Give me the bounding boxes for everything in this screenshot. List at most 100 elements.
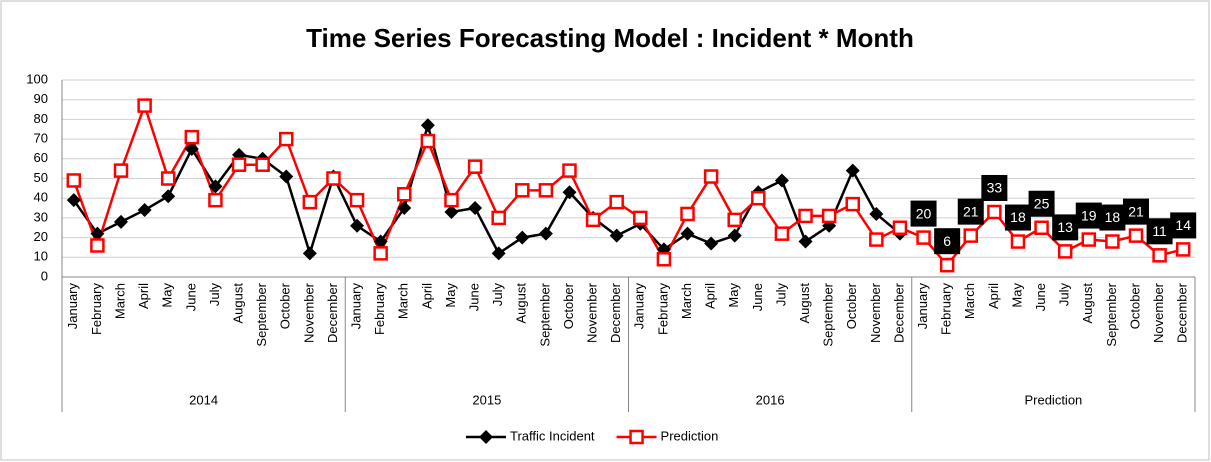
group-label: 2014 bbox=[189, 392, 218, 407]
x-tick-label: January bbox=[915, 283, 930, 330]
x-tick-label: May bbox=[1009, 283, 1024, 308]
point bbox=[1128, 228, 1144, 243]
point bbox=[798, 234, 813, 249]
point bbox=[208, 179, 223, 194]
data-label: 33 bbox=[987, 180, 1003, 196]
x-tick-label: April bbox=[703, 283, 718, 309]
x-tick-label: December bbox=[608, 282, 623, 343]
point bbox=[916, 230, 931, 245]
point bbox=[704, 236, 719, 251]
y-tick-label: 100 bbox=[26, 71, 48, 86]
data-label: 18 bbox=[1010, 209, 1026, 225]
point bbox=[479, 430, 493, 444]
x-tick-label: May bbox=[160, 283, 175, 308]
point bbox=[798, 208, 813, 224]
point bbox=[373, 246, 388, 261]
point bbox=[774, 226, 790, 241]
point bbox=[444, 204, 459, 219]
point bbox=[373, 234, 388, 249]
point bbox=[963, 228, 979, 243]
point bbox=[278, 131, 294, 147]
point bbox=[66, 193, 81, 208]
point bbox=[420, 133, 436, 149]
data-label: 11 bbox=[1152, 223, 1167, 239]
data-label-box bbox=[1052, 214, 1079, 241]
x-tick-label: September bbox=[537, 282, 552, 346]
y-tick-label: 80 bbox=[34, 111, 48, 126]
point bbox=[231, 157, 247, 172]
data-label-box bbox=[1170, 212, 1197, 239]
point bbox=[302, 246, 317, 261]
point bbox=[562, 185, 577, 200]
x-tick-label: September bbox=[821, 282, 836, 346]
point bbox=[845, 196, 860, 212]
point bbox=[656, 252, 672, 267]
point bbox=[349, 192, 365, 208]
x-tick-label: September bbox=[1104, 282, 1119, 346]
x-tick-label: December bbox=[891, 282, 906, 343]
x-tick-label: June bbox=[467, 283, 482, 311]
point bbox=[137, 98, 152, 113]
x-tick-label: August bbox=[514, 283, 529, 324]
x-tick-label: August bbox=[1080, 283, 1095, 324]
data-label: 18 bbox=[1105, 209, 1121, 225]
point bbox=[562, 163, 577, 178]
point bbox=[397, 187, 412, 202]
data-label-box bbox=[1004, 204, 1031, 231]
data-label-box bbox=[957, 198, 984, 225]
point bbox=[467, 159, 483, 174]
x-tick-label: October bbox=[278, 282, 293, 329]
x-tick-label: June bbox=[750, 283, 765, 311]
point bbox=[350, 218, 365, 233]
x-tick-label: November bbox=[868, 282, 883, 343]
point bbox=[491, 210, 506, 226]
y-tick-label: 90 bbox=[34, 91, 48, 106]
point bbox=[751, 190, 766, 206]
point bbox=[892, 220, 908, 235]
point bbox=[255, 157, 270, 172]
x-tick-label: September bbox=[254, 282, 269, 346]
legend-label: Prediction bbox=[661, 428, 719, 443]
point bbox=[113, 163, 129, 178]
x-tick-label: February bbox=[89, 283, 104, 336]
point bbox=[515, 183, 530, 198]
x-tick-label: January bbox=[632, 283, 647, 330]
point bbox=[1010, 234, 1026, 249]
x-tick-label: April bbox=[419, 283, 434, 309]
point bbox=[444, 192, 459, 208]
point bbox=[680, 226, 695, 241]
data-label-box bbox=[934, 228, 961, 255]
data-label: 21 bbox=[1128, 203, 1144, 219]
group-label: 2016 bbox=[756, 392, 785, 407]
x-tick-label: May bbox=[443, 283, 458, 308]
x-tick-label: August bbox=[797, 283, 812, 324]
y-tick-label: 50 bbox=[34, 170, 48, 185]
point bbox=[1152, 248, 1167, 263]
x-tick-label: April bbox=[136, 283, 151, 309]
point bbox=[869, 206, 884, 221]
x-tick-label: June bbox=[1033, 283, 1048, 311]
point bbox=[1105, 234, 1120, 249]
point bbox=[656, 242, 671, 257]
x-tick-label: December bbox=[1175, 282, 1190, 343]
y-tick-label: 40 bbox=[34, 190, 48, 205]
point bbox=[609, 228, 624, 243]
data-label: 13 bbox=[1057, 219, 1073, 235]
point bbox=[397, 201, 412, 216]
point bbox=[208, 192, 223, 208]
x-tick-label: December bbox=[325, 282, 340, 343]
point bbox=[90, 226, 105, 241]
data-label-box bbox=[1099, 204, 1126, 231]
point bbox=[680, 206, 695, 222]
y-tick-label: 70 bbox=[34, 131, 48, 146]
point bbox=[629, 429, 644, 445]
point bbox=[279, 169, 294, 184]
data-label-box bbox=[1075, 202, 1102, 229]
data-label: 6 bbox=[943, 233, 951, 249]
point bbox=[703, 169, 719, 184]
point bbox=[184, 141, 199, 156]
y-tick-label: 10 bbox=[34, 249, 48, 264]
x-tick-label: January bbox=[348, 283, 363, 330]
x-tick-label: July bbox=[773, 283, 788, 307]
